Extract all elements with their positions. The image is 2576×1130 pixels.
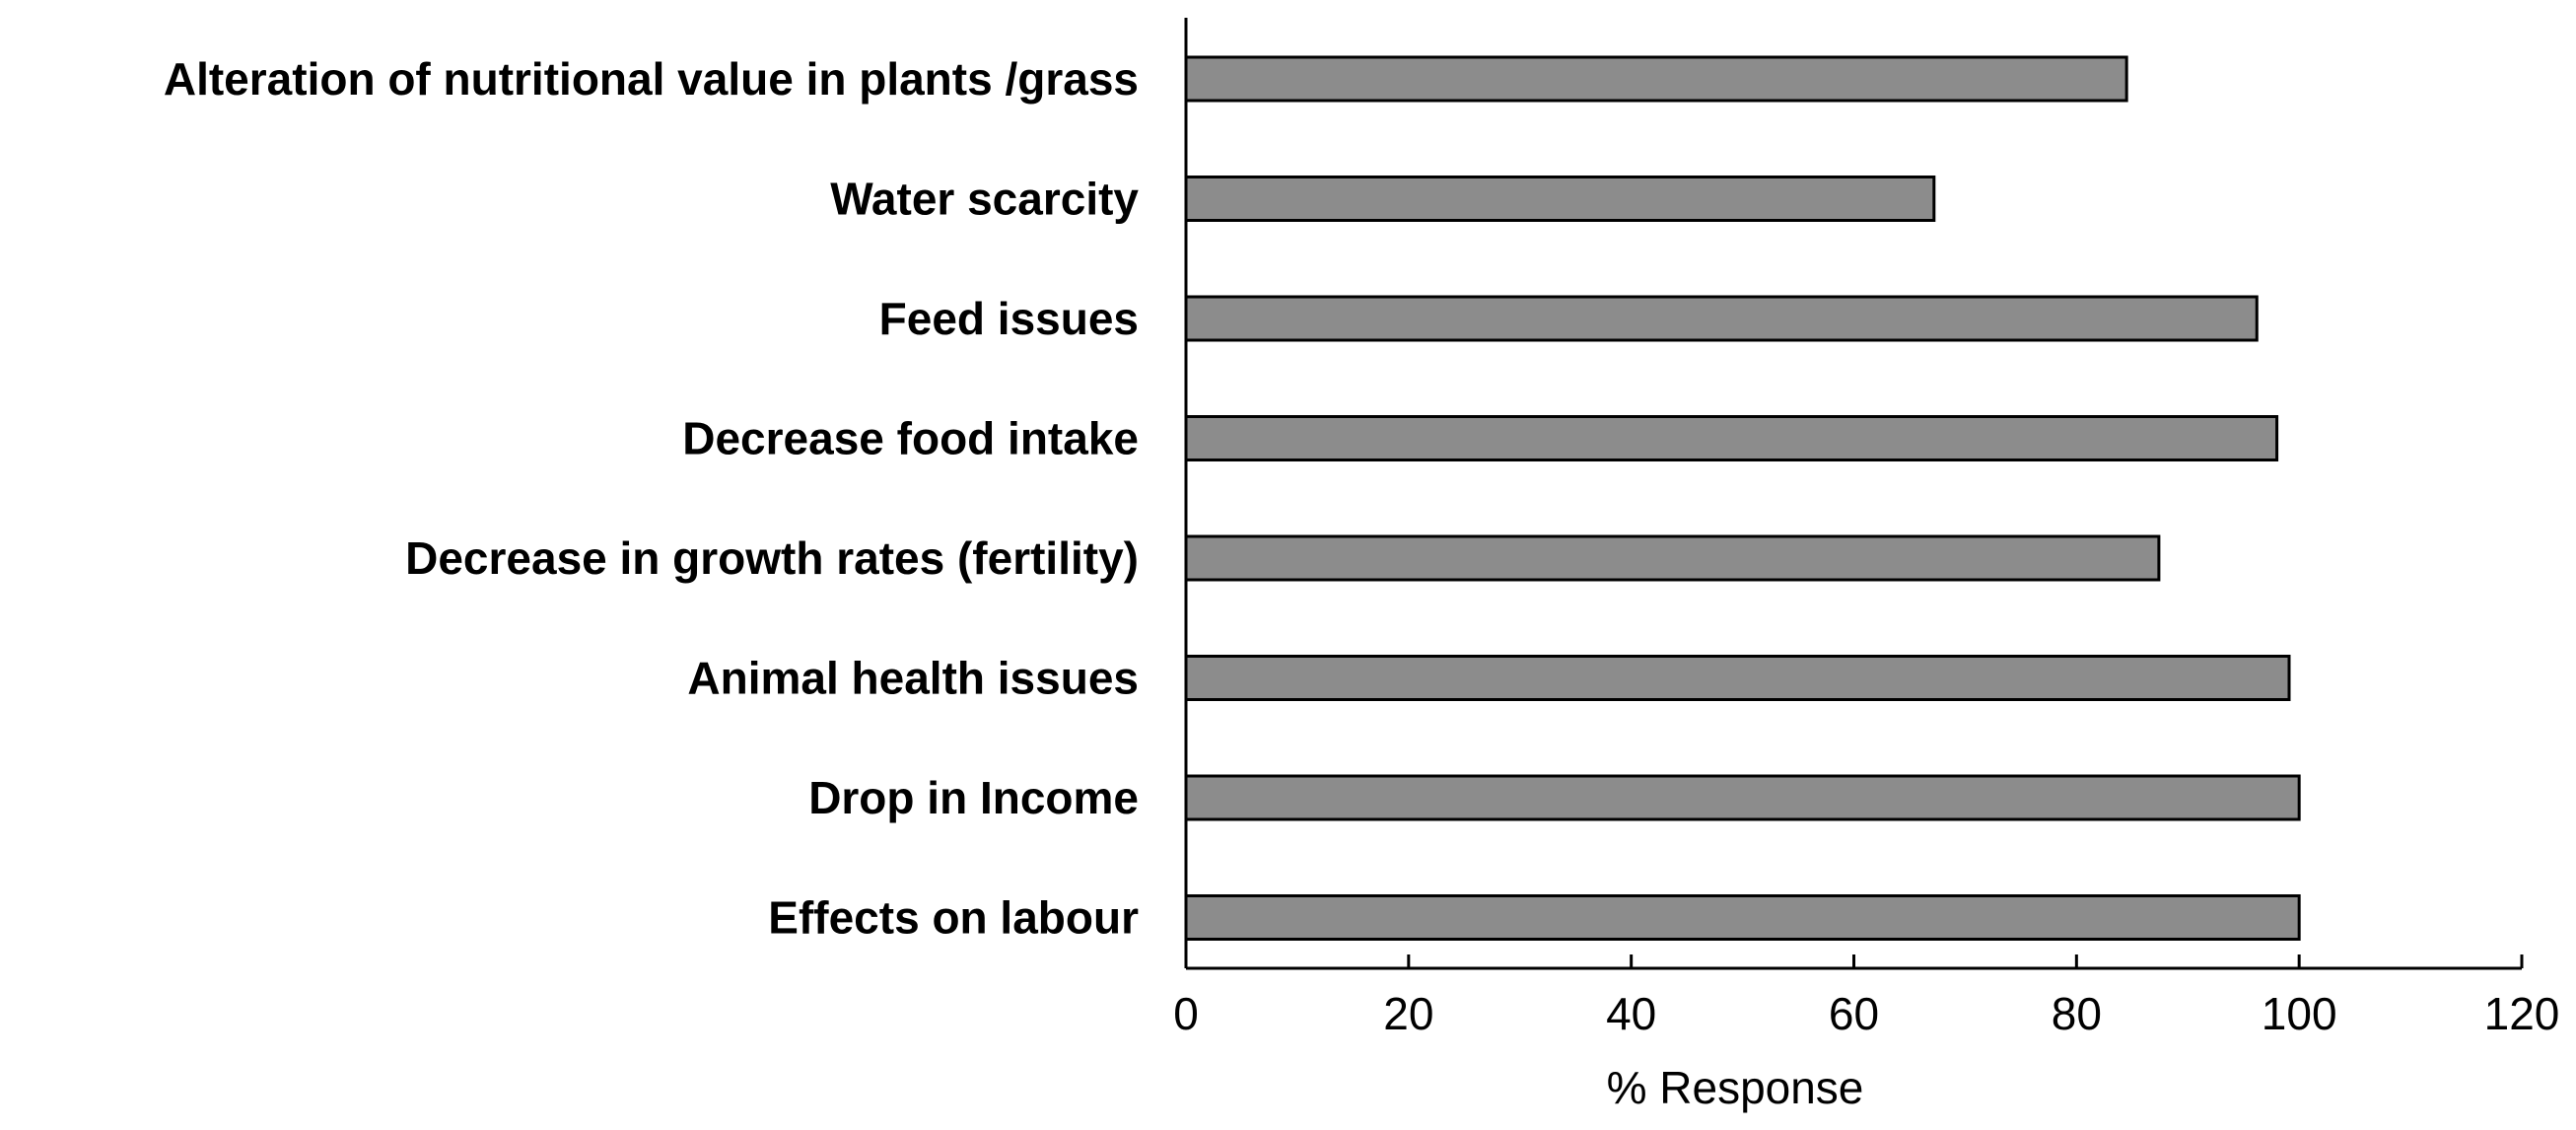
bar-6 <box>1184 655 2291 701</box>
x-tick-label-20: 20 <box>1383 988 1433 1039</box>
category-label-8: Effects on labour <box>768 892 1139 944</box>
x-tick-label-100: 100 <box>2262 988 2337 1039</box>
x-tick-label-60: 60 <box>1829 988 1879 1039</box>
axes-layer <box>1184 18 2522 970</box>
category-label-4: Decrease food intake <box>682 413 1139 464</box>
category-label-5: Decrease in growth rates (fertility) <box>405 532 1139 584</box>
bars-layer <box>1184 55 2301 941</box>
bar-4 <box>1184 415 2279 461</box>
bar-5 <box>1184 534 2161 582</box>
x-tick-label-0: 0 <box>1173 988 1199 1039</box>
bar-8 <box>1184 894 2301 941</box>
bar-7 <box>1184 774 2301 821</box>
x-tick-label-40: 40 <box>1606 988 1656 1039</box>
x-tick-label-120: 120 <box>2484 988 2560 1039</box>
category-label-2: Water scarcity <box>830 174 1139 225</box>
category-label-6: Animal health issues <box>687 653 1139 704</box>
category-label-3: Feed issues <box>879 293 1139 344</box>
x-axis-title: % Response <box>1607 1062 1864 1113</box>
bar-3 <box>1184 295 2259 342</box>
bar-2 <box>1184 176 1936 222</box>
category-label-1: Alteration of nutritional value in plant… <box>164 53 1139 105</box>
x-tick-label-80: 80 <box>2052 988 2102 1039</box>
category-label-7: Drop in Income <box>808 772 1139 823</box>
x-axis-ticks: 0 20 40 60 80 100 120 <box>1173 954 2559 1039</box>
bar-1 <box>1184 55 2128 103</box>
category-labels: Alteration of nutritional value in plant… <box>164 53 1140 944</box>
